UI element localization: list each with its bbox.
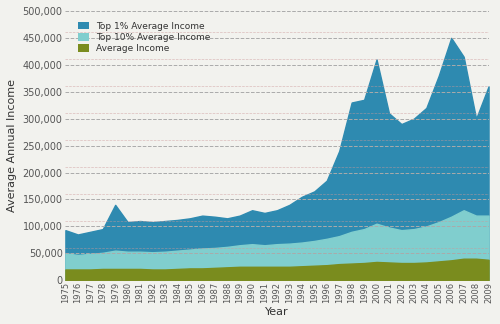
X-axis label: Year: Year xyxy=(265,307,289,317)
Legend: Top 1% Average Income, Top 10% Average Income, Average Income: Top 1% Average Income, Top 10% Average I… xyxy=(74,18,214,57)
Y-axis label: Average Annual Income: Average Annual Income xyxy=(7,79,17,212)
